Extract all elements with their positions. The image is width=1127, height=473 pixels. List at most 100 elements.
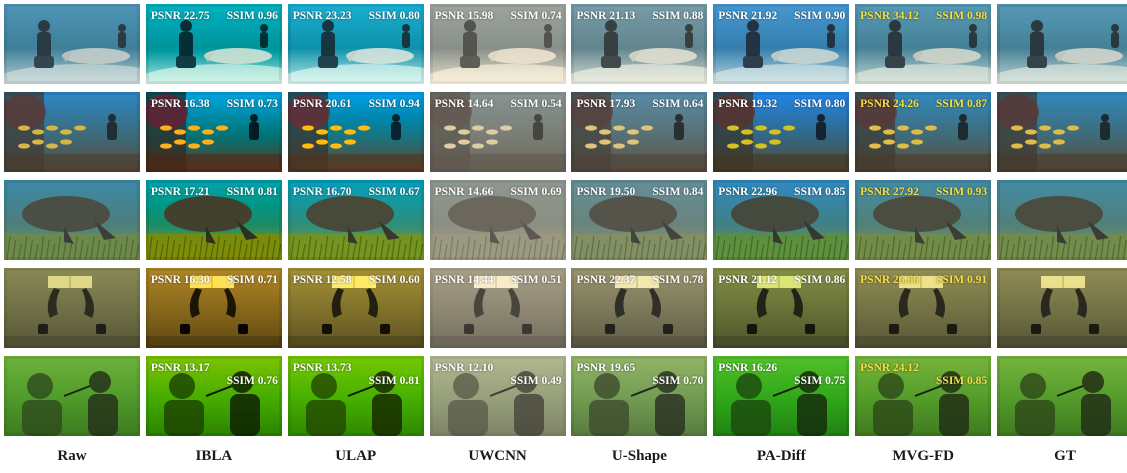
metric-overlay: PSNR 27.92 SSIM 0.93: [860, 186, 987, 198]
ssim-value: SSIM 0.84: [652, 186, 704, 198]
manatee-seagrass-image: [713, 180, 850, 260]
image-cell-ulap: PSNR 23.23 SSIM 0.80: [287, 4, 424, 84]
image-cell-gt: [997, 92, 1127, 172]
image-cell-raw: [4, 268, 140, 348]
ssim-value: SSIM 0.81: [368, 375, 420, 387]
metric-overlay: PSNR 14.64 SSIM 0.54: [435, 98, 562, 110]
image-cell-uwcnn: PSNR 12.10 SSIM 0.49: [429, 356, 566, 436]
psnr-value: PSNR 16.38: [150, 98, 210, 110]
reef-fish-and-diver-image: [287, 92, 424, 172]
diver-hands-banknote-image: [571, 268, 708, 348]
ssim-value: SSIM 0.51: [510, 274, 562, 286]
ssim-value: SSIM 0.76: [226, 375, 278, 387]
psnr-value: PSNR 24.12: [860, 362, 919, 374]
metric-overlay: PSNR 16.38 SSIM 0.73: [151, 98, 278, 110]
image-cell-u-shape: PSNR 19.65 SSIM 0.70: [571, 356, 708, 436]
metric-overlay: PSNR 12.58 SSIM 0.60: [293, 274, 420, 286]
manatee-seagrass-image: [571, 180, 708, 260]
diver-with-shark-image: [287, 4, 424, 84]
psnr-value: PSNR 21.92: [718, 10, 778, 22]
metric-overlay: PSNR 23.23 SSIM 0.80: [293, 10, 420, 22]
statue-and-divers-image: [997, 356, 1127, 436]
psnr-value: PSNR 16.26: [718, 362, 778, 374]
statue-and-divers-image: [855, 356, 992, 436]
psnr-value: PSNR 22.37: [576, 274, 636, 286]
image-cell-ulap: PSNR 13.73 SSIM 0.81: [287, 356, 424, 436]
image-cell-mvg-fd: PSNR 24.12 SSIM 0.85: [855, 356, 992, 436]
psnr-value: PSNR 27.92: [860, 186, 919, 198]
ssim-value: SSIM 0.80: [794, 98, 846, 110]
method-label: ULAP: [335, 448, 377, 464]
metric-overlay: PSNR 15.98 SSIM 0.74: [435, 10, 562, 22]
ssim-value: SSIM 0.71: [226, 274, 278, 286]
reef-fish-and-diver-image: [713, 92, 850, 172]
image-cell-u-shape: PSNR 17.93 SSIM 0.64: [571, 92, 708, 172]
statue-and-divers-image: [145, 356, 282, 436]
psnr-value: PSNR 13.73: [292, 362, 352, 374]
image-cell-gt: [997, 180, 1127, 260]
image-cell-u-shape: PSNR 21.13 SSIM 0.88: [571, 4, 708, 84]
metric-overlay: PSNR 17.21 SSIM 0.81: [151, 186, 278, 198]
diver-hands-banknote-image: [429, 268, 566, 348]
manatee-seagrass-image: [429, 180, 566, 260]
psnr-value: PSNR 21.13: [576, 10, 636, 22]
image-cell-uwcnn: PSNR 14.66 SSIM 0.69: [429, 180, 566, 260]
image-cell-raw: [4, 180, 140, 260]
ssim-value: SSIM 0.90: [794, 10, 846, 22]
metric-overlay: PSNR 21.12 SSIM 0.86: [718, 274, 845, 286]
psnr-value: PSNR 15.98: [434, 10, 494, 22]
metric-overlay: PSNR 22.96 SSIM 0.85: [718, 186, 845, 198]
manatee-seagrass-image: [287, 180, 424, 260]
image-cell-pa-diff: PSNR 16.26 SSIM 0.75: [713, 356, 850, 436]
psnr-value: PSNR 14.44: [434, 274, 494, 286]
ssim-value: SSIM 0.60: [368, 274, 420, 286]
metric-overlay: PSNR 17.93 SSIM 0.64: [576, 98, 703, 110]
reef-fish-and-diver-image: [997, 92, 1127, 172]
ssim-value: SSIM 0.78: [652, 274, 704, 286]
image-cell-uwcnn: PSNR 15.98 SSIM 0.74: [429, 4, 566, 84]
psnr-value: PSNR 19.32: [718, 98, 778, 110]
psnr-value: PSNR 26.66: [860, 274, 919, 286]
method-label: UWCNN: [468, 448, 527, 464]
diver-with-shark-image: [997, 4, 1127, 84]
image-cell-ibla: PSNR 13.17 SSIM 0.76: [145, 356, 282, 436]
image-cell-uwcnn: PSNR 14.44 SSIM 0.51: [429, 268, 566, 348]
metric-overlay: PSNR 21.13 SSIM 0.88: [576, 10, 703, 22]
method-label: MVG-FD: [892, 448, 954, 464]
metric-overlay: PSNR 19.50 SSIM 0.84: [576, 186, 703, 198]
psnr-value: PSNR 12.10: [434, 362, 494, 374]
diver-hands-banknote-image: [4, 268, 140, 348]
diver-with-shark-image: [4, 4, 140, 84]
psnr-value: PSNR 22.75: [150, 10, 210, 22]
ssim-value: SSIM 0.81: [226, 186, 278, 198]
image-cell-mvg-fd: PSNR 27.92 SSIM 0.93: [855, 180, 992, 260]
psnr-value: PSNR 13.17: [150, 362, 210, 374]
metric-overlay: PSNR 16.30 SSIM 0.71: [151, 274, 278, 286]
metric-overlay: PSNR 19.65 SSIM 0.70: [576, 362, 703, 387]
reef-fish-and-diver-image: [855, 92, 992, 172]
image-cell-mvg-fd: PSNR 24.26 SSIM 0.87: [855, 92, 992, 172]
diver-with-shark-image: [713, 4, 850, 84]
psnr-value: PSNR 23.23: [292, 10, 352, 22]
ssim-value: SSIM 0.93: [936, 186, 988, 198]
metric-overlay: PSNR 21.92 SSIM 0.90: [718, 10, 845, 22]
statue-and-divers-image: [571, 356, 708, 436]
psnr-value: PSNR 16.70: [292, 186, 352, 198]
metric-overlay: PSNR 13.73 SSIM 0.81: [293, 362, 420, 387]
metric-overlay: PSNR 24.12 SSIM 0.85: [860, 362, 987, 387]
psnr-value: PSNR 21.12: [718, 274, 778, 286]
manatee-seagrass-image: [4, 180, 140, 260]
psnr-value: PSNR 12.58: [292, 274, 352, 286]
image-cell-ulap: PSNR 16.70 SSIM 0.67: [287, 180, 424, 260]
manatee-seagrass-image: [997, 180, 1127, 260]
image-cell-raw: [4, 356, 140, 436]
diver-with-shark-image: [571, 4, 708, 84]
psnr-value: PSNR 17.93: [576, 98, 636, 110]
image-cell-gt: [997, 356, 1127, 436]
ssim-value: SSIM 0.85: [794, 186, 846, 198]
image-cell-ulap: PSNR 20.61 SSIM 0.94: [287, 92, 424, 172]
psnr-value: PSNR 34.12: [860, 10, 919, 22]
image-cell-pa-diff: PSNR 22.96 SSIM 0.85: [713, 180, 850, 260]
metric-overlay: PSNR 22.37 SSIM 0.78: [576, 274, 703, 286]
ssim-value: SSIM 0.69: [510, 186, 562, 198]
